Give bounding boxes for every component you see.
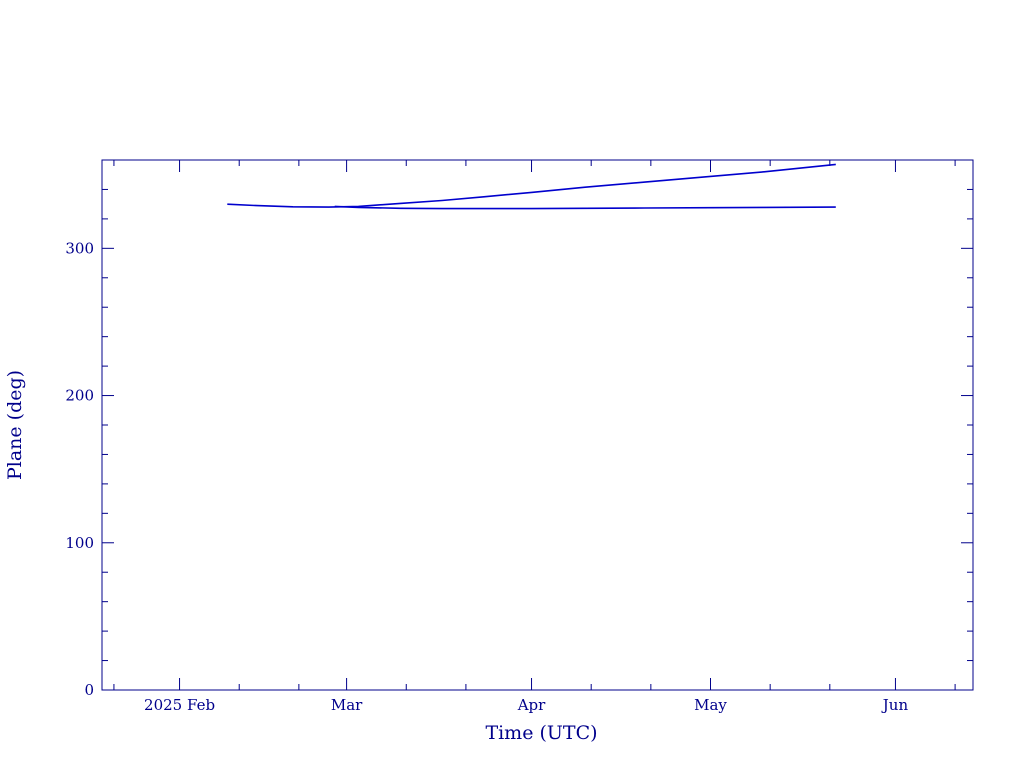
plot-area (101, 159, 974, 691)
y-tick-label: 0 (84, 681, 94, 699)
y-tick-label: 200 (65, 387, 94, 405)
plot-frame (101, 159, 974, 691)
y-axis-title: Plane (deg) (4, 370, 26, 480)
series-line-1 (227, 163, 836, 208)
axis-ticks (102, 160, 973, 691)
y-tick-labels: 0 100 200 300 (65, 239, 94, 699)
series-layer (227, 163, 836, 210)
x-tick-label: 2025 Feb (144, 696, 215, 714)
x-tick-label: Apr (517, 696, 546, 714)
y-tick-label: 100 (65, 534, 94, 552)
series-line-2 (334, 205, 836, 210)
y-tick-label: 300 (65, 239, 94, 257)
x-tick-labels: 2025 Feb Mar Apr May Jun (144, 696, 908, 714)
x-tick-label: Jun (881, 696, 909, 714)
x-tick-label: Mar (331, 696, 363, 714)
x-tick-label: May (694, 696, 727, 714)
x-axis-title: Time (UTC) (485, 722, 597, 744)
